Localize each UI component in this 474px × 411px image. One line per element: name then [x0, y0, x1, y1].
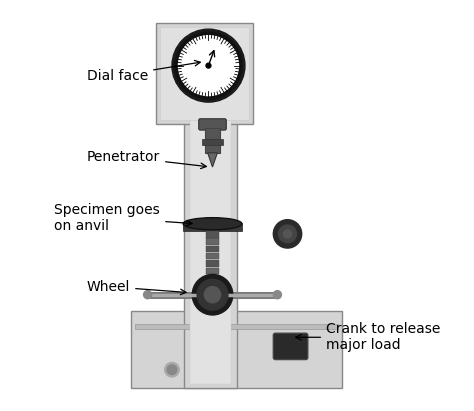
- Circle shape: [206, 63, 211, 68]
- FancyBboxPatch shape: [207, 246, 219, 252]
- Text: Specimen goes
on anvil: Specimen goes on anvil: [55, 203, 192, 233]
- Circle shape: [283, 230, 292, 238]
- FancyBboxPatch shape: [156, 23, 253, 125]
- FancyBboxPatch shape: [160, 27, 249, 120]
- FancyBboxPatch shape: [207, 253, 219, 259]
- Circle shape: [144, 291, 152, 299]
- FancyBboxPatch shape: [207, 268, 219, 274]
- Ellipse shape: [183, 218, 242, 230]
- FancyBboxPatch shape: [273, 333, 308, 360]
- Circle shape: [204, 286, 220, 303]
- Circle shape: [197, 279, 228, 310]
- Circle shape: [273, 291, 282, 299]
- Circle shape: [273, 220, 302, 248]
- FancyBboxPatch shape: [205, 128, 220, 153]
- FancyBboxPatch shape: [136, 324, 338, 329]
- Text: Penetrator: Penetrator: [87, 150, 206, 169]
- Circle shape: [164, 363, 179, 377]
- FancyBboxPatch shape: [190, 96, 231, 384]
- Circle shape: [279, 225, 296, 243]
- Circle shape: [176, 33, 241, 98]
- Circle shape: [167, 365, 177, 374]
- FancyBboxPatch shape: [183, 223, 242, 231]
- FancyBboxPatch shape: [207, 275, 219, 281]
- FancyBboxPatch shape: [207, 282, 219, 289]
- FancyBboxPatch shape: [131, 311, 342, 388]
- Text: Wheel: Wheel: [87, 279, 186, 295]
- Text: Dial face: Dial face: [87, 60, 201, 83]
- Polygon shape: [208, 153, 218, 167]
- FancyBboxPatch shape: [207, 260, 219, 267]
- FancyBboxPatch shape: [202, 139, 223, 145]
- Text: Crank to release
major load: Crank to release major load: [296, 322, 440, 352]
- FancyBboxPatch shape: [199, 119, 226, 130]
- FancyBboxPatch shape: [207, 231, 219, 238]
- Circle shape: [192, 275, 233, 315]
- FancyBboxPatch shape: [207, 238, 219, 245]
- Circle shape: [172, 29, 245, 102]
- FancyBboxPatch shape: [184, 92, 237, 388]
